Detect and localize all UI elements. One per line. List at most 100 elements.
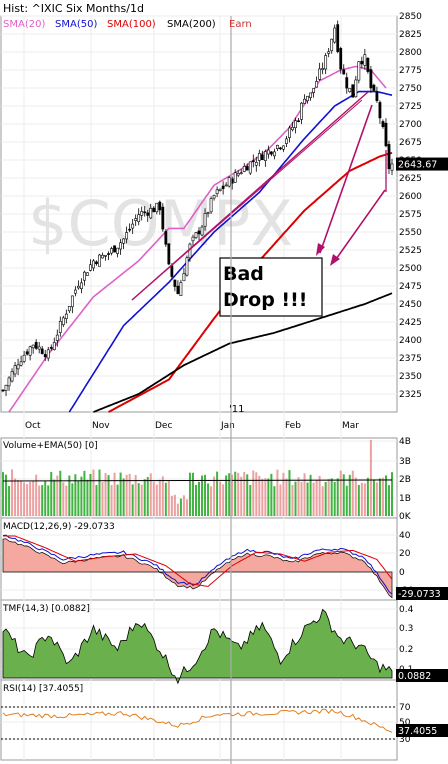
volume-bar (204, 474, 207, 516)
volume-bar (324, 481, 327, 516)
candle-body (209, 198, 213, 213)
volume-bar (59, 470, 62, 516)
panel-y-tick: 0.3 (399, 624, 413, 634)
x-tick-label: Feb (285, 421, 301, 431)
volume-bar (161, 476, 164, 516)
volume-bar (378, 478, 381, 516)
y-tick-label: 2700 (399, 120, 422, 130)
tmf-label: TMF(14,3) [0.0882] (2, 604, 90, 614)
candle-body (46, 349, 50, 359)
candle-body (116, 247, 119, 254)
volume-bar (56, 475, 59, 516)
legend-item: SMA(50) (55, 19, 97, 30)
y-tick-label: 2500 (399, 264, 422, 274)
candle-body (285, 138, 288, 144)
candle-body (282, 145, 285, 150)
panel-y-tick: 0.2 (399, 645, 413, 655)
volume-bar (173, 494, 176, 516)
candle-body (92, 260, 95, 269)
volume-bar (333, 481, 336, 516)
candle-body (16, 364, 20, 370)
volume-label: Volume+EMA(50) [0] (3, 441, 98, 451)
volume-bar (391, 472, 393, 516)
volume-bar (270, 473, 273, 516)
candle-body (206, 212, 210, 214)
candle-body (251, 160, 255, 163)
volume-bar (176, 503, 179, 516)
volume-bar (149, 473, 152, 516)
volume-bar (327, 478, 330, 516)
panel-y-tick: 0K (399, 512, 412, 522)
volume-bar (113, 472, 116, 516)
main-last-value-bg (396, 157, 448, 171)
volume-bar (348, 474, 351, 516)
trend-line-2 (131, 99, 363, 301)
candle-body (348, 87, 352, 92)
candle-body (300, 102, 303, 120)
candle-body (327, 51, 331, 54)
tmf-last-value-bg (396, 669, 448, 682)
tmf-series (2, 608, 393, 685)
candle-body (43, 354, 47, 358)
volume-bar (276, 469, 279, 516)
y-tick-label: 2825 (399, 30, 422, 40)
candle-body (345, 77, 349, 89)
volume-bar (170, 495, 173, 516)
volume-bar (98, 469, 101, 516)
candle-body (4, 384, 8, 391)
volume-bar (273, 486, 276, 516)
volume-bar (32, 480, 35, 516)
volume-bars (2, 439, 393, 516)
candle-body (64, 313, 68, 319)
candle-body (390, 163, 394, 171)
candle-body (239, 172, 243, 174)
candle-body (113, 245, 116, 253)
volume-bar (182, 495, 185, 516)
volume-bar (279, 484, 282, 516)
volume-bar (351, 470, 354, 516)
candle-body (294, 120, 297, 129)
volume-bar (261, 478, 264, 516)
candle-body (173, 279, 177, 287)
volume-bar (95, 485, 98, 516)
candle-body (95, 261, 98, 265)
candle-body (200, 226, 204, 236)
candlesticks (1, 20, 394, 397)
y-axis-ticks: 2850282528002775275027252700267526502625… (399, 12, 422, 745)
volume-bar (83, 470, 86, 516)
watermark: $COMPX (28, 187, 293, 260)
x-tick-label: Nov (92, 421, 110, 431)
volume-bar (219, 481, 222, 516)
last-value-labels: 2643.67 -29.0733 0.0882 37.4055 (396, 157, 448, 737)
candle-body (354, 79, 358, 98)
volume-bar (381, 477, 384, 516)
volume-bar (201, 475, 204, 516)
volume-bar (300, 481, 303, 516)
candle-body (297, 120, 300, 123)
volume-bar (357, 484, 360, 516)
candle-body (149, 207, 153, 219)
candle-body (260, 154, 264, 161)
volume-bar (107, 475, 110, 516)
volume-bar (80, 476, 83, 516)
candle-body (272, 151, 276, 157)
candle-body (76, 285, 80, 289)
y-tick-label: 2800 (399, 48, 422, 58)
arrow-2 (333, 189, 386, 263)
y-tick-label: 2750 (399, 84, 422, 94)
legend-item: SMA(200) (167, 19, 216, 30)
candle-body (182, 273, 186, 282)
tmf-area (2, 608, 393, 685)
panel-y-tick: 0 (399, 568, 405, 578)
y-tick-label: 2325 (399, 390, 422, 400)
volume-bar (155, 484, 158, 516)
candle-body (221, 185, 225, 189)
candle-body (28, 346, 32, 356)
volume-bar (330, 478, 333, 516)
volume-bar (74, 474, 77, 516)
volume-bar (26, 484, 29, 516)
volume-bar (360, 482, 363, 516)
candle-body (312, 88, 315, 93)
y-tick-label: 2575 (399, 210, 422, 220)
volume-bar (20, 480, 23, 516)
